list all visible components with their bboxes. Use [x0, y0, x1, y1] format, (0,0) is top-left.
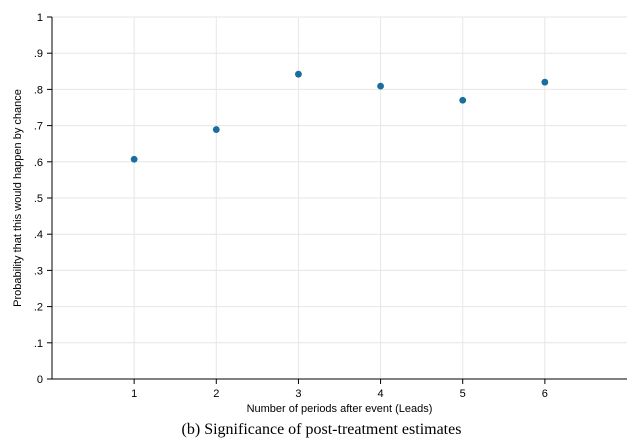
x-tick-label: 6: [542, 388, 548, 400]
data-point: [130, 155, 138, 163]
y-tick-label: 1: [37, 12, 43, 24]
y-tick-label: .8: [34, 84, 43, 96]
y-ticks: 0 .1 .2 .3 .4 .5 .6 .7 .8 .9 1: [34, 12, 52, 386]
y-tick-label: .9: [34, 48, 43, 60]
y-tick-label: .2: [34, 302, 43, 314]
x-tick-label: 3: [295, 388, 301, 400]
y-tick-label: 0: [37, 374, 43, 386]
data-point: [459, 96, 467, 104]
y-tick-label: .4: [34, 229, 43, 241]
chart: 1 2 3 4 5 6 0 .1 .2 .3 .4 .5 .6 .7 .8 .9 1 Number of pe…: [12, 12, 627, 415]
y-tick-label: .3: [34, 265, 43, 277]
data-point: [212, 126, 220, 133]
data-point: [295, 70, 302, 78]
x-tick-label: 1: [131, 388, 137, 400]
y-tick-label: .6: [34, 157, 43, 169]
y-tick-label: .1: [34, 338, 43, 350]
x-axis-title: Number of periods after event (Leads): [247, 403, 433, 415]
data-points: [130, 70, 549, 163]
data-point: [377, 82, 384, 90]
x-tick-label: 5: [460, 388, 466, 400]
data-point: [541, 78, 549, 86]
x-tick-label: 4: [378, 388, 384, 400]
x-tick-label: 2: [213, 388, 219, 400]
figure-caption: (b) Significance of post-treatment estim…: [181, 421, 462, 438]
y-tick-label: .7: [34, 121, 43, 133]
y-axis-title: Probability that this would happen by ch…: [12, 89, 24, 307]
x-ticks: 1 2 3 4 5 6: [131, 379, 548, 400]
y-gridlines: [52, 16, 627, 344]
y-tick-label: .5: [34, 193, 43, 205]
